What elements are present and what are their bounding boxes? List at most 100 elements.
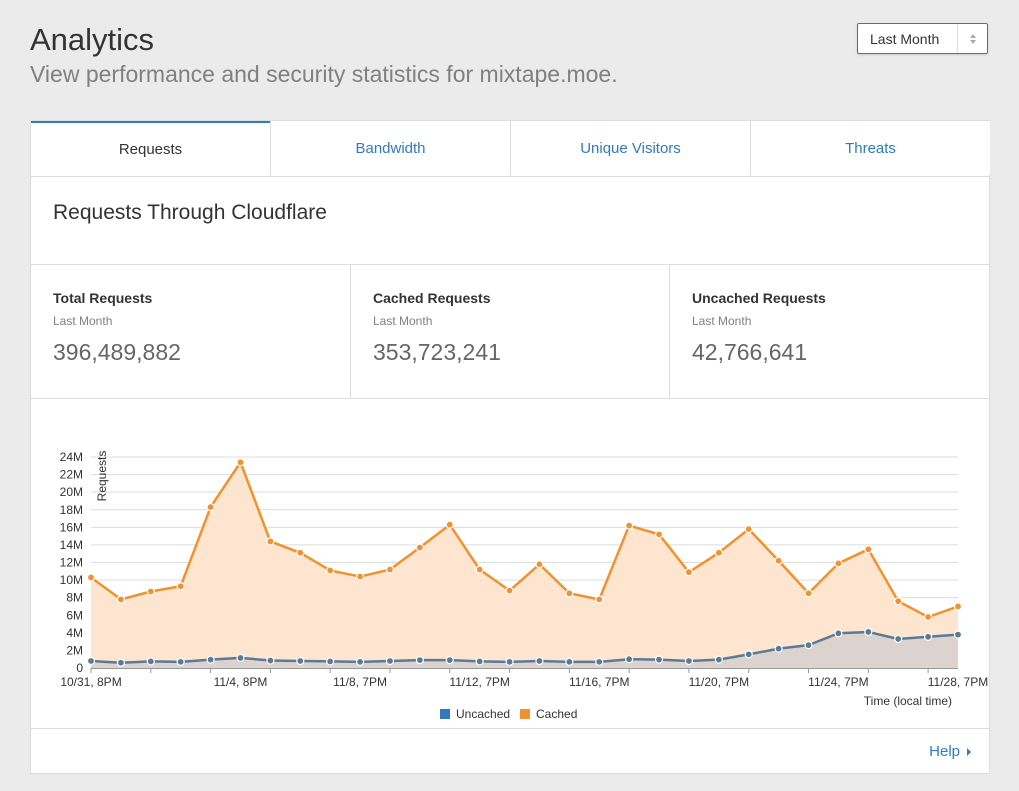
tab-requests[interactable]: Requests bbox=[31, 121, 270, 176]
data-point-cached bbox=[505, 586, 514, 595]
page-title: Analytics bbox=[30, 22, 155, 57]
stat-label: Total Requests bbox=[53, 290, 153, 306]
time-range-value: Last Month bbox=[870, 30, 940, 47]
legend-label: Uncached bbox=[456, 707, 510, 721]
y-tick-label: 8M bbox=[66, 591, 83, 605]
stat-label: Cached Requests bbox=[373, 290, 491, 306]
data-point-uncached bbox=[714, 655, 723, 664]
stat-period: Last Month bbox=[53, 314, 113, 328]
help-link[interactable]: Help bbox=[929, 743, 971, 760]
data-point-cached bbox=[296, 548, 305, 557]
analytics-card: Requests Bandwidth Unique Visitors Threa… bbox=[30, 120, 990, 774]
data-point-cached bbox=[625, 521, 634, 530]
data-point-cached bbox=[774, 556, 783, 565]
y-tick-label: 14M bbox=[60, 538, 83, 552]
data-point-cached bbox=[834, 559, 843, 568]
data-point-uncached bbox=[415, 655, 424, 665]
stat-total-requests: Total Requests Last Month 396,489,882 bbox=[31, 265, 350, 398]
data-point-uncached bbox=[445, 655, 454, 665]
data-point-cached bbox=[684, 568, 694, 577]
tab-bandwidth[interactable]: Bandwidth bbox=[270, 121, 510, 175]
data-point-uncached bbox=[595, 657, 604, 666]
data-point-cached bbox=[924, 612, 933, 622]
data-point-uncached bbox=[654, 655, 664, 664]
data-point-uncached bbox=[744, 650, 753, 659]
data-point-cached bbox=[804, 589, 813, 598]
data-point-uncached bbox=[505, 657, 514, 666]
legend-swatch bbox=[440, 709, 450, 719]
data-point-cached bbox=[654, 530, 664, 539]
data-point-uncached bbox=[236, 653, 245, 662]
data-point-uncached bbox=[146, 657, 155, 666]
x-tick-label: 11/28, 7PM bbox=[928, 675, 988, 689]
stat-cached-requests: Cached Requests Last Month 353,723,241 bbox=[350, 265, 669, 398]
tab-threats[interactable]: Threats bbox=[750, 121, 990, 175]
data-point-uncached bbox=[565, 657, 574, 666]
x-tick-label: 11/20, 7PM bbox=[689, 675, 749, 689]
data-point-uncached bbox=[834, 629, 843, 638]
data-point-cached bbox=[415, 543, 424, 552]
data-point-cached bbox=[266, 537, 275, 546]
card-footer-divider bbox=[31, 728, 989, 729]
data-point-uncached bbox=[86, 656, 96, 666]
data-point-cached bbox=[355, 572, 365, 581]
data-point-cached bbox=[894, 597, 903, 606]
data-point-cached bbox=[565, 589, 574, 598]
data-point-cached bbox=[714, 548, 723, 557]
data-point-uncached bbox=[684, 656, 694, 666]
y-tick-label: 24M bbox=[60, 450, 83, 464]
x-tick-label: 11/24, 7PM bbox=[808, 675, 868, 689]
y-axis-label: Requests bbox=[95, 451, 109, 502]
caret-right-icon bbox=[967, 747, 971, 756]
data-point-uncached bbox=[116, 658, 125, 667]
x-tick-label: 10/31, 8PM bbox=[60, 675, 121, 689]
y-tick-label: 6M bbox=[66, 608, 83, 622]
x-tick-label: 11/8, 7PM bbox=[333, 675, 387, 689]
y-tick-label: 12M bbox=[60, 556, 83, 570]
y-tick-label: 22M bbox=[60, 468, 83, 482]
series-line-cached bbox=[90, 461, 959, 619]
y-tick-label: 10M bbox=[60, 573, 83, 587]
x-tick-label: 11/12, 7PM bbox=[449, 675, 509, 689]
stat-value: 353,723,241 bbox=[373, 339, 501, 365]
data-point-uncached bbox=[804, 641, 813, 650]
select-arrows-icon bbox=[957, 24, 987, 53]
data-point-cached bbox=[535, 560, 544, 569]
data-point-uncached bbox=[176, 657, 185, 666]
data-point-uncached bbox=[894, 634, 903, 644]
y-tick-label: 4M bbox=[66, 626, 83, 640]
uncached-area bbox=[91, 631, 958, 668]
help-label: Help bbox=[929, 743, 960, 760]
data-point-cached bbox=[176, 582, 185, 591]
data-point-uncached bbox=[774, 644, 783, 653]
stat-uncached-requests: Uncached Requests Last Month 42,766,641 bbox=[669, 265, 988, 398]
data-point-uncached bbox=[326, 657, 335, 666]
y-tick-label: 0 bbox=[76, 661, 83, 675]
tab-unique-visitors[interactable]: Unique Visitors bbox=[510, 121, 750, 175]
stat-period: Last Month bbox=[692, 314, 752, 328]
legend-label: Cached bbox=[536, 707, 577, 721]
time-range-select[interactable]: Last Month bbox=[857, 23, 988, 54]
data-point-uncached bbox=[864, 627, 873, 637]
data-point-cached bbox=[116, 595, 125, 604]
y-tick-label: 2M bbox=[66, 643, 83, 657]
y-tick-label: 20M bbox=[60, 485, 83, 499]
stat-value: 396,489,882 bbox=[53, 339, 181, 365]
x-tick-label: 11/4, 8PM bbox=[214, 675, 268, 689]
stat-value: 42,766,641 bbox=[692, 339, 808, 365]
x-tick-label: 11/16, 7PM bbox=[569, 675, 629, 689]
data-point-cached bbox=[236, 458, 245, 467]
data-point-uncached bbox=[206, 655, 215, 664]
data-point-uncached bbox=[475, 657, 484, 666]
data-point-uncached bbox=[625, 655, 634, 664]
data-point-cached bbox=[953, 602, 963, 611]
x-axis-label: Time (local time) bbox=[864, 694, 952, 708]
data-point-uncached bbox=[266, 656, 275, 665]
y-tick-label: 18M bbox=[60, 503, 83, 517]
cached-area bbox=[91, 462, 958, 668]
data-point-cached bbox=[445, 520, 454, 529]
data-point-uncached bbox=[953, 630, 963, 639]
stat-period: Last Month bbox=[373, 314, 433, 328]
data-point-cached bbox=[385, 565, 395, 574]
series-line-uncached bbox=[90, 630, 959, 664]
